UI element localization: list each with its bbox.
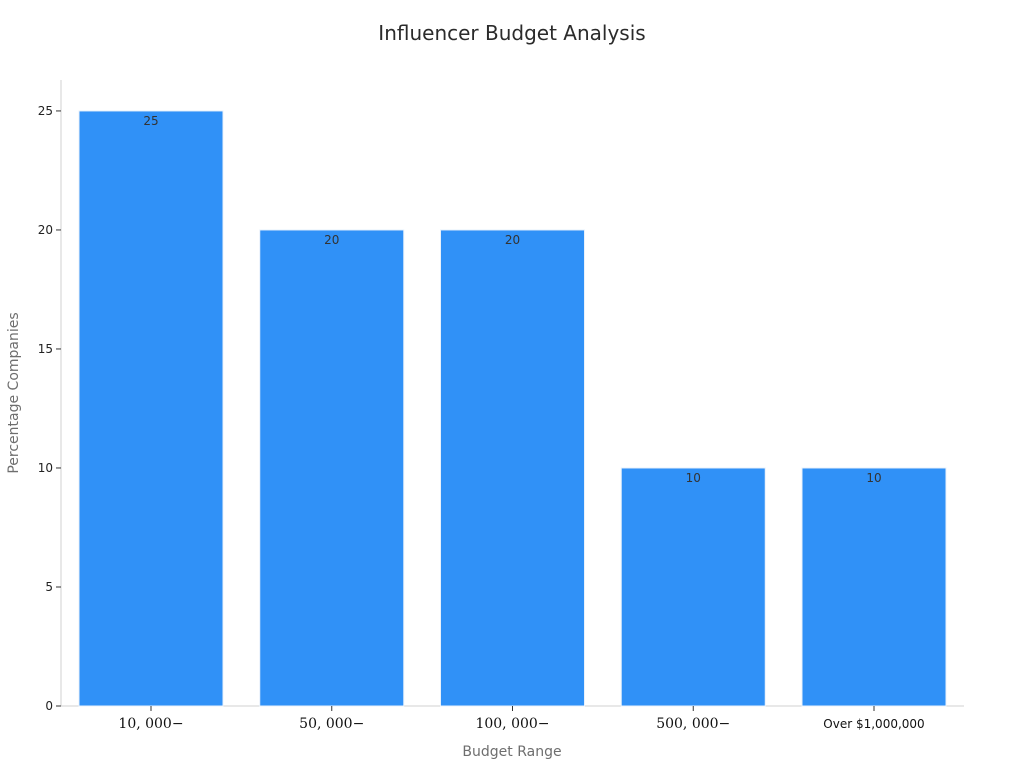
- x-tick-label: 100, 000−: [475, 716, 549, 732]
- y-tick-label: 10: [38, 461, 53, 475]
- bar-value-label: 25: [143, 114, 158, 128]
- y-tick-label: 15: [38, 342, 53, 356]
- y-tick-label: 20: [38, 223, 53, 237]
- y-axis-ticks: 0 5 10 15 20 25: [38, 104, 61, 713]
- bar-value-label: 10: [686, 471, 701, 485]
- x-tick-label: 50, 000−: [299, 716, 364, 732]
- y-axis-title: Percentage Companies: [6, 312, 22, 473]
- x-axis-ticks: 10, 000− 50, 000− 100, 000− 500, 000− Over $…: [118, 706, 925, 732]
- x-tick-label: 500, 000−: [656, 716, 730, 732]
- y-tick-label: 25: [38, 104, 53, 118]
- bar: [78, 110, 224, 707]
- bar-value-label: 20: [505, 233, 520, 247]
- bar-value-label: 20: [324, 233, 339, 247]
- bar-series: 25 20 20 10 10: [78, 110, 947, 707]
- bar: [259, 229, 405, 707]
- bar: [620, 467, 766, 707]
- x-axis-title: Budget Range: [462, 744, 561, 760]
- y-tick-label: 5: [45, 580, 53, 594]
- bar: [440, 229, 585, 707]
- x-tick-label: Over $1,000,000: [823, 717, 924, 731]
- bar: [801, 467, 947, 707]
- y-tick-label: 0: [45, 699, 53, 713]
- bar-value-label: 10: [866, 471, 881, 485]
- x-tick-label: 10, 000−: [118, 716, 183, 732]
- chart-title: Influencer Budget Analysis: [378, 21, 645, 45]
